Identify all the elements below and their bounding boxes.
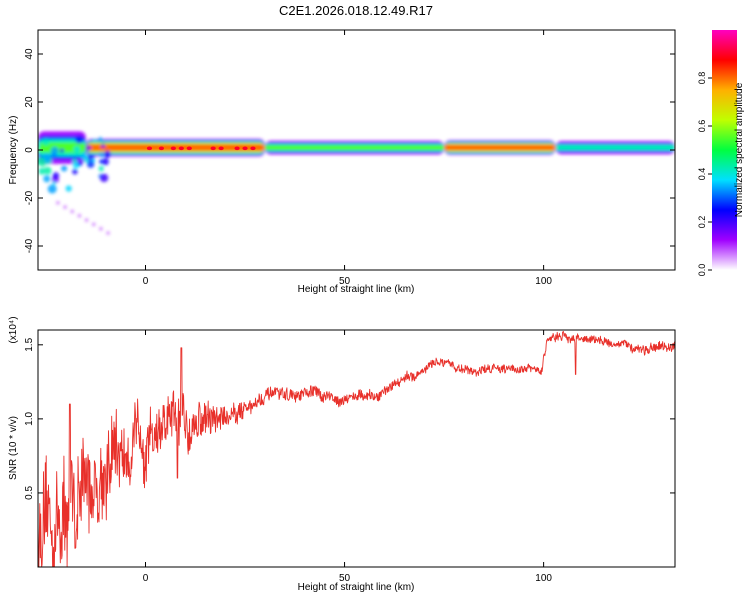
hotspot-5 [210, 146, 216, 151]
speckle-37 [47, 184, 57, 194]
speckle-29 [52, 181, 56, 185]
colorbar-tick-label-0: 0.0 [697, 264, 707, 277]
spectrogram-band [38, 131, 675, 235]
band-segment-3-level-5 [444, 144, 556, 151]
faint-speckle-3 [77, 214, 82, 218]
spectrogram-x-tick-label-100: 100 [535, 276, 552, 287]
spectrogram-x-tick-label-50: 50 [339, 276, 351, 287]
speckle-5 [43, 175, 51, 183]
colorbar: 0.0 0.2 0.4 0.6 0.8 Normalized spectral ampl… [697, 30, 745, 276]
snr-x-label: Height of straight line (km) [298, 582, 415, 593]
colorbar-axis: 0.0 0.2 0.4 0.6 0.8 [697, 72, 712, 277]
snr-y-tick-label-0: 0.5 [24, 486, 35, 500]
spectrogram-y-axis: -40 -20 0 20 40 [24, 48, 675, 253]
speckle-16 [101, 158, 109, 166]
snr-x-tick-label-0: 0 [143, 573, 149, 584]
hotspot-6 [218, 146, 224, 151]
band-segment-2-level-3 [264, 145, 445, 151]
faint-speckle-2 [70, 209, 74, 214]
hotspot-9 [250, 146, 256, 151]
snr-y-tick-label-2: 1.5 [24, 337, 35, 351]
hotspot-8 [242, 146, 248, 151]
speckle-15 [80, 153, 87, 160]
snr-x-tick-label-50: 50 [339, 573, 351, 584]
spectrogram-y-tick-label-0: -40 [24, 238, 35, 253]
speckle-31 [42, 138, 50, 146]
snr-y-multiplier: (x10⁴) [8, 316, 19, 343]
spectrogram-y-tick-label-4: 40 [24, 48, 35, 60]
speckle-10 [72, 158, 77, 163]
snr-x-tick-label-100: 100 [535, 573, 552, 584]
spectrogram-x-axis: 0 50 100 [143, 30, 552, 287]
faint-speckle-6 [99, 227, 103, 231]
speckle-17 [77, 161, 83, 167]
speckle-22 [100, 143, 106, 149]
speckle-27 [99, 173, 109, 183]
snr-y-tick-label-1: 1.0 [24, 411, 35, 425]
speckle-23 [52, 172, 60, 179]
speckle-0 [38, 143, 41, 149]
hotspot-0 [146, 146, 153, 151]
speckle-35 [99, 152, 105, 158]
speckle-28 [103, 150, 111, 158]
faint-speckle-1 [63, 205, 67, 209]
colorbar-label: Normalized spectral amplitude [734, 82, 745, 217]
colorbar-gradient [712, 30, 737, 270]
speckle-25 [98, 166, 104, 172]
hotspot-3 [178, 146, 184, 151]
speckle-12 [72, 168, 78, 175]
speckle-2 [73, 145, 81, 153]
speckle-32 [38, 156, 46, 166]
spectrogram-y-label: Frequency (Hz) [8, 116, 19, 185]
faint-speckle-5 [92, 222, 96, 226]
speckle-7 [60, 148, 64, 153]
colorbar-tick-label-2: 0.4 [697, 168, 707, 181]
colorbar-tick-label-3: 0.6 [697, 120, 707, 133]
speckle-34 [99, 159, 104, 164]
speckle-6 [75, 135, 84, 144]
faint-speckle-7 [106, 231, 110, 235]
hotspot-4 [186, 146, 192, 151]
colorbar-tick-label-4: 0.8 [697, 72, 707, 85]
hotspot-2 [170, 146, 176, 151]
faint-speckle-0 [56, 201, 60, 205]
snr-x-axis: 0 50 100 [143, 330, 552, 584]
snr-plot-area [38, 330, 675, 567]
spectrogram-y-tick-label-1: -20 [24, 190, 35, 205]
snr-frame [37, 329, 676, 568]
snr-y-axis: 0.5 1.0 1.5 [24, 337, 675, 500]
hotspot-1 [158, 146, 165, 151]
colorbar-tick-label-1: 0.2 [697, 216, 707, 229]
figure-title: C2E1.2026.018.12.49.R17 [279, 3, 433, 18]
speckle-36 [86, 160, 95, 169]
speckle-18 [93, 139, 97, 143]
speckle-38 [98, 137, 103, 142]
spectrogram-y-tick-label-2: 0 [24, 147, 35, 153]
spectrogram-y-tick-label-3: 20 [24, 96, 35, 108]
speckle-11 [38, 167, 46, 175]
spectrogram-panel: 0 50 100 -40 -20 0 20 40 Height of straight li… [8, 29, 676, 295]
spectrogram-x-tick-label-0: 0 [143, 276, 149, 287]
speckle-13 [61, 165, 68, 172]
speckle-39 [43, 166, 52, 175]
snr-y-label: SNR (10 * v/v) [8, 416, 19, 480]
speckle-20 [50, 152, 57, 158]
band-segment-4-level-2 [555, 144, 675, 151]
speckle-8 [65, 185, 72, 192]
snr-panel: 0 50 100 0.5 1.0 1.5 Height of straight line… [8, 316, 676, 593]
snr-series-line [38, 331, 675, 567]
spectrogram-x-label: Height of straight line (km) [298, 284, 415, 295]
speckle-30 [85, 144, 92, 151]
hotspot-7 [234, 146, 240, 151]
faint-speckle-4 [84, 218, 89, 222]
